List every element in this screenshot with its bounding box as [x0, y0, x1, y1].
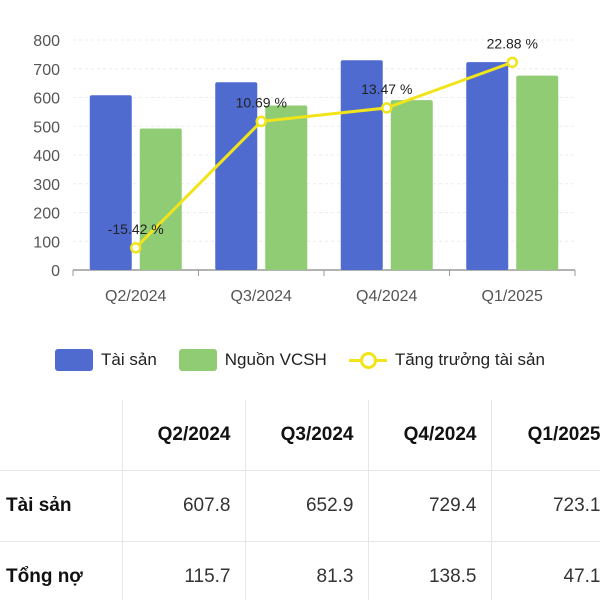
bar — [139, 128, 182, 270]
y-tick-label: 300 — [33, 177, 60, 194]
legend-label-nguon-vcsh: Nguồn VCSH — [224, 350, 327, 369]
growth-point — [130, 242, 142, 254]
bar — [265, 105, 308, 270]
growth-data-label: 22.88 % — [487, 35, 538, 51]
table-header-cell: Q1/2025 — [490, 400, 600, 471]
y-tick-label: 600 — [33, 91, 60, 108]
x-tick-label: Q1/2025 — [482, 288, 543, 305]
y-tick-label: 0 — [51, 263, 60, 280]
growth-point — [381, 102, 393, 114]
legend-swatch-tai-san — [55, 349, 94, 371]
legend-swatch-nguon-vcsh — [178, 349, 217, 371]
table-cell: 138.5 — [367, 541, 492, 600]
growth-point — [255, 115, 267, 128]
bar — [390, 100, 433, 271]
bar — [215, 82, 258, 270]
growth-point — [506, 56, 518, 69]
y-tick-label: 200 — [33, 206, 60, 223]
table-header-empty — [0, 400, 123, 471]
y-tick-label: 100 — [33, 234, 60, 251]
x-tick-label: Q3/2024 — [231, 288, 292, 305]
bar — [89, 95, 132, 270]
legend-item-tang-truong[interactable]: Tăng trưởng tài sản — [348, 349, 545, 371]
table-cell: 607.8 — [121, 470, 246, 542]
y-tick-label: 500 — [33, 119, 60, 136]
data-table-container[interactable]: Q2/2024 Q3/2024 Q4/2024 Q1/2025 Tài sản … — [0, 400, 600, 600]
table-cell: 47.1 — [490, 541, 600, 600]
table-cell: 81.3 — [244, 541, 369, 600]
table-header-cell: Q3/2024 — [244, 400, 369, 471]
legend-swatch-tang-truong — [348, 349, 387, 371]
table-row-label: Tài sản — [0, 470, 123, 542]
growth-line — [134, 60, 513, 249]
y-tick-label: 700 — [33, 62, 60, 79]
table-row: Tổng nợ 115.7 81.3 138.5 47.1 — [0, 541, 600, 600]
x-tick-label: Q4/2024 — [356, 288, 417, 305]
data-table: Q2/2024 Q3/2024 Q4/2024 Q1/2025 Tài sản … — [0, 400, 600, 600]
y-tick-label: 400 — [33, 148, 60, 165]
table-row: Tài sản 607.8 652.9 729.4 723.1 — [0, 470, 600, 542]
table-header-cell: Q4/2024 — [367, 400, 492, 471]
table-cell: 723.1 — [490, 470, 600, 542]
y-tick-label: 800 — [33, 33, 60, 50]
bar — [516, 75, 559, 271]
legend-item-tai-san[interactable]: Tài sản — [55, 349, 157, 371]
growth-data-label: -15.42 % — [108, 221, 164, 237]
table-header-cell: Q2/2024 — [121, 400, 246, 471]
growth-data-label: 13.47 % — [361, 81, 412, 97]
legend-label-tang-truong: Tăng trưởng tài sản — [394, 350, 545, 369]
growth-data-label: 10.69 % — [236, 94, 287, 110]
table-cell: 729.4 — [367, 470, 492, 542]
legend-label-tai-san: Tài sản — [101, 350, 157, 369]
chart-legend: Tài sản Nguồn VCSH Tăng trưởng tài sản — [0, 340, 600, 380]
table-cell: 115.7 — [121, 541, 246, 600]
legend-item-nguon-vcsh[interactable]: Nguồn VCSH — [178, 349, 327, 371]
table-header-row: Q2/2024 Q3/2024 Q4/2024 Q1/2025 — [0, 400, 600, 471]
x-tick-label: Q2/2024 — [105, 288, 166, 305]
combo-chart: 0 100 200 300 400 500 600 700 800 Q2/2024 Q3/2024 Q… — [33, 33, 576, 305]
bar — [466, 62, 509, 270]
table-row-label: Tổng nợ — [0, 541, 123, 600]
table-cell: 652.9 — [244, 470, 369, 542]
